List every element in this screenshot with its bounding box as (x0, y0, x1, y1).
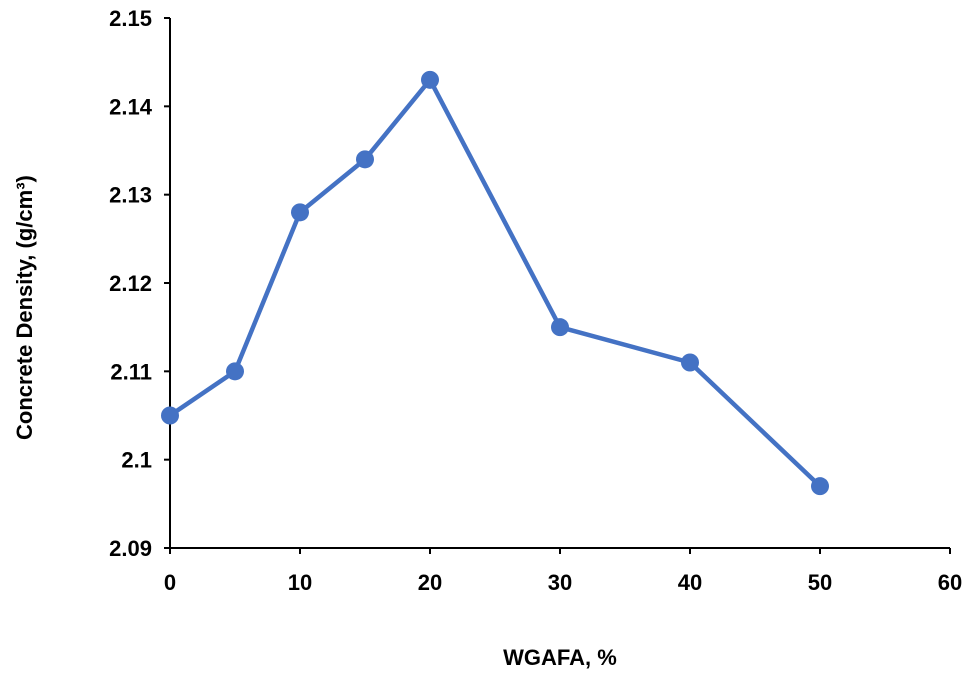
data-point-marker (291, 203, 309, 222)
data-point-marker (811, 477, 829, 496)
x-axis-title: WGAFA, % (503, 645, 617, 670)
x-tick-label: 60 (938, 570, 962, 595)
data-point-marker (681, 353, 699, 372)
x-tick-label: 10 (288, 570, 312, 595)
x-tick-label: 30 (548, 570, 572, 595)
y-tick-label: 2.1 (121, 448, 152, 473)
series-line (167, 77, 823, 489)
y-tick-label: 2.12 (109, 271, 152, 296)
x-tick-label: 20 (418, 570, 442, 595)
y-axis-title: Concrete Density, (g/cm³) (12, 175, 37, 440)
y-tick-label: 2.09 (109, 536, 152, 561)
x-tick-label: 40 (678, 570, 702, 595)
data-point-marker (421, 70, 439, 89)
data-point-marker (356, 150, 374, 169)
y-tick-label: 2.11 (110, 359, 152, 384)
data-point-marker (226, 362, 244, 381)
data-point-marker (551, 318, 569, 337)
data-point-marker (161, 406, 179, 425)
y-tick-label: 2.15 (109, 6, 152, 31)
y-tick-label: 2.13 (109, 183, 152, 208)
x-tick-label: 50 (808, 570, 832, 595)
x-tick-label: 0 (164, 570, 176, 595)
y-tick-label: 2.14 (109, 94, 153, 119)
